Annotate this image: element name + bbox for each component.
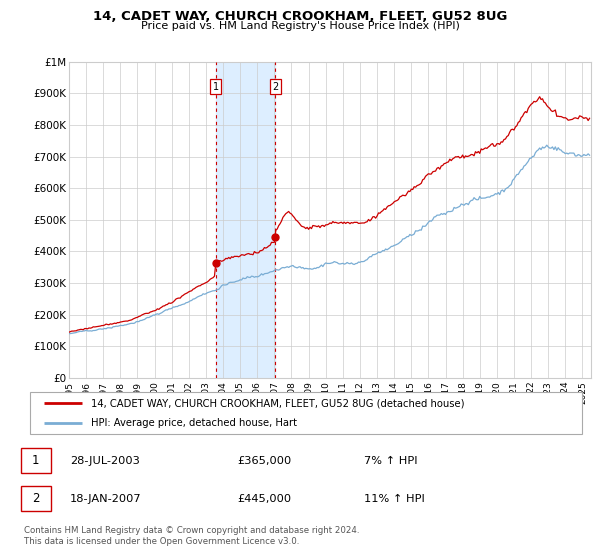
Bar — [21, 448, 51, 473]
Text: 1: 1 — [212, 82, 219, 92]
Text: 2: 2 — [32, 492, 40, 505]
Text: 18-JAN-2007: 18-JAN-2007 — [70, 494, 142, 504]
Bar — [21, 486, 51, 511]
Text: 1: 1 — [32, 454, 40, 467]
Text: 28-JUL-2003: 28-JUL-2003 — [70, 456, 140, 465]
Text: 7% ↑ HPI: 7% ↑ HPI — [364, 456, 417, 465]
Text: Price paid vs. HM Land Registry's House Price Index (HPI): Price paid vs. HM Land Registry's House … — [140, 21, 460, 31]
Text: 2: 2 — [272, 82, 278, 92]
Text: Contains HM Land Registry data © Crown copyright and database right 2024.
This d: Contains HM Land Registry data © Crown c… — [24, 526, 359, 546]
Text: HPI: Average price, detached house, Hart: HPI: Average price, detached house, Hart — [91, 418, 297, 428]
Text: 14, CADET WAY, CHURCH CROOKHAM, FLEET, GU52 8UG (detached house): 14, CADET WAY, CHURCH CROOKHAM, FLEET, G… — [91, 398, 464, 408]
Text: 14, CADET WAY, CHURCH CROOKHAM, FLEET, GU52 8UG: 14, CADET WAY, CHURCH CROOKHAM, FLEET, G… — [93, 10, 507, 23]
Bar — [215, 62, 275, 378]
Text: £445,000: £445,000 — [237, 494, 291, 504]
Text: £365,000: £365,000 — [237, 456, 291, 465]
Text: 11% ↑ HPI: 11% ↑ HPI — [364, 494, 424, 504]
